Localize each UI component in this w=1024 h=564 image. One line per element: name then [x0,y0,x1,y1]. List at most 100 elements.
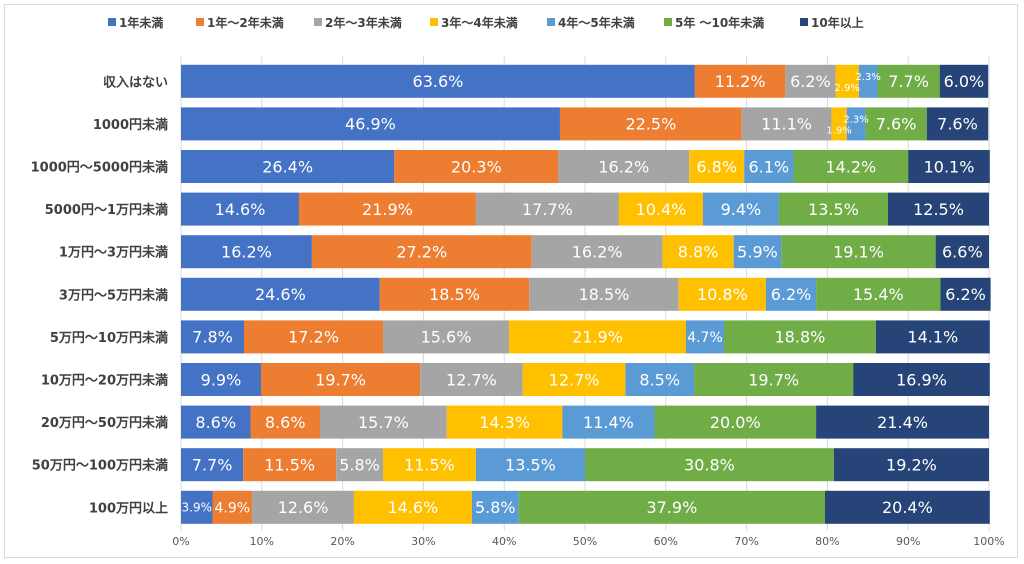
data-label: 7.6% [937,115,978,134]
bar-segment [833,448,989,482]
data-label: 21.9% [362,200,413,219]
bar-segment [181,277,380,311]
data-label: 46.9% [345,115,396,134]
legend-swatch [547,18,555,26]
category-label: 50万円～100万円未満 [32,458,168,474]
legend-label: 3年～4年未満 [441,15,518,30]
data-label: 14.6% [215,200,266,219]
data-label: 13.5% [808,200,859,219]
data-label: 22.5% [625,115,676,134]
category-label: 1000円～5000円未満 [31,160,168,176]
data-label: 9.9% [201,370,242,389]
bar-segment [733,235,782,269]
bar-segment [509,320,686,354]
bars [181,64,991,524]
bar-segment [558,150,690,183]
data-label: 6.0% [944,72,985,91]
data-label: 5.8% [475,498,516,517]
legend-label: 5年 ～10年未満 [675,15,764,30]
data-label: 26.4% [262,157,313,176]
bar-segment [562,405,655,439]
bar-segment [785,64,836,98]
data-label: 13.5% [505,455,556,474]
category-label: 1000円未満 [93,117,168,133]
x-tick-label: 70% [734,535,758,548]
x-tick-label: 80% [815,535,839,548]
legend-label: 10年以上 [811,15,864,30]
bar-segment [559,107,742,141]
data-label: 30.8% [684,455,735,474]
data-label: 14.2% [825,157,876,176]
bar-segment [723,320,876,354]
data-label: 7.7% [192,455,233,474]
data-label: 15.4% [853,285,904,304]
bar-segment [835,64,859,98]
data-label: 20.3% [451,157,502,176]
data-label: 12.7% [549,370,600,389]
bar-segment [522,363,626,396]
data-label: 19.7% [315,370,366,389]
data-label: 14.6% [387,498,438,517]
data-label: 63.6% [413,72,464,91]
bar-segment [689,150,745,183]
bar-segment [518,490,825,524]
data-label: 2.3% [856,72,881,83]
data-label: 11.5% [264,455,315,474]
bar-segment [353,490,472,524]
bar-segment [336,448,383,482]
bar-segment [181,448,244,482]
data-label: 6.2% [771,285,812,304]
bar-segment [618,192,703,226]
legend-swatch [108,18,116,26]
x-tick-label: 60% [654,535,678,548]
bar-segment [816,277,941,311]
data-label: 18.5% [579,285,630,304]
data-label: 20.0% [710,413,761,432]
data-label: 5.9% [737,242,778,261]
data-label: 8.6% [265,413,306,432]
bar-segment [865,107,927,141]
legend-label: 2年～3年未満 [325,15,402,30]
bar-segment [625,363,695,396]
data-label: 9.4% [721,200,762,219]
legend-label: 4年～5年未満 [558,15,635,30]
bar-segment [212,490,253,524]
bar-segment [298,192,476,226]
data-label: 14.1% [907,328,958,347]
bar-segment [678,277,766,311]
category-label: 1万円～3万円未満 [59,245,168,261]
bar-segment [585,448,834,482]
bar-segment [940,277,991,311]
bar-segment [260,363,421,396]
bar-segment [181,363,261,396]
data-label: 17.7% [522,200,573,219]
data-label: 5.8% [339,455,380,474]
x-tick-label: 90% [896,535,920,548]
data-label: 6.2% [790,72,831,91]
bar-segment [793,150,909,183]
bar-segment [394,150,559,183]
data-label: 19.7% [748,370,799,389]
data-label: 16.2% [572,242,623,261]
bar-segment [702,192,779,226]
bar-segment [939,64,989,98]
bar-segment [853,363,990,396]
bar-segment [243,448,337,482]
legend-swatch [430,18,438,26]
bar-segment [529,277,679,311]
data-label: 24.6% [255,285,306,304]
data-labels: 63.6% 11.2% 6.2% 2.9%2.3% 7.7% 6.0%46.9% 22.5%… [182,72,986,517]
category-label: 10万円～20万円未満 [41,373,168,389]
data-label: 8.8% [678,242,719,261]
data-label: 12.6% [278,498,329,517]
x-tick-label: 10% [250,535,274,548]
x-tick-label: 100% [973,535,1004,548]
bar-segment [181,192,299,226]
data-label: 19.2% [886,455,937,474]
x-tick-label: 50% [573,535,597,548]
bar-segment [846,107,866,141]
bar-segment [181,150,395,183]
bar-segment [181,107,560,141]
bar-segment [765,277,817,311]
